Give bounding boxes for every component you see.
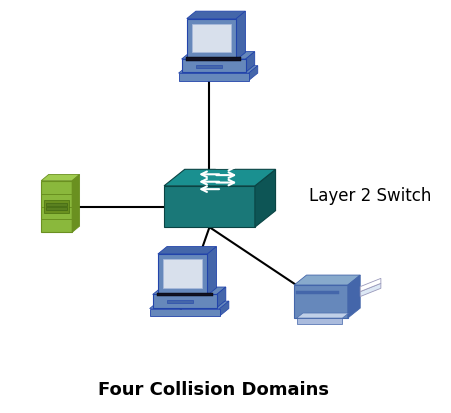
Polygon shape: [359, 278, 380, 292]
Text: Layer 2 Switch: Layer 2 Switch: [308, 187, 430, 205]
Bar: [196, 65, 221, 68]
Bar: [44, 200, 69, 213]
Bar: [186, 19, 236, 60]
Bar: [152, 294, 216, 308]
Bar: [296, 318, 342, 324]
Bar: [46, 207, 67, 209]
Bar: [167, 301, 192, 303]
Polygon shape: [178, 66, 257, 73]
Polygon shape: [181, 52, 254, 59]
Polygon shape: [254, 169, 275, 227]
Bar: [178, 73, 248, 81]
Polygon shape: [157, 247, 216, 254]
Polygon shape: [41, 174, 79, 181]
Polygon shape: [207, 247, 216, 295]
Polygon shape: [72, 174, 79, 232]
Polygon shape: [296, 313, 348, 318]
Bar: [41, 181, 72, 232]
Polygon shape: [216, 287, 226, 308]
Bar: [185, 57, 241, 61]
Polygon shape: [347, 275, 359, 318]
Polygon shape: [219, 301, 228, 316]
Bar: [294, 285, 347, 318]
Polygon shape: [248, 66, 257, 81]
Polygon shape: [236, 11, 245, 60]
Polygon shape: [152, 287, 226, 294]
Bar: [181, 59, 245, 72]
Bar: [156, 293, 212, 296]
Bar: [163, 259, 202, 288]
Bar: [46, 203, 67, 206]
Polygon shape: [164, 169, 275, 186]
Polygon shape: [359, 283, 380, 297]
Polygon shape: [149, 301, 228, 309]
Polygon shape: [186, 11, 245, 19]
Bar: [149, 309, 219, 316]
Polygon shape: [245, 52, 254, 72]
Text: Four Collision Domains: Four Collision Domains: [98, 381, 328, 399]
Bar: [192, 24, 230, 52]
Bar: [295, 291, 338, 294]
Polygon shape: [294, 275, 359, 285]
Polygon shape: [164, 186, 254, 227]
Bar: [157, 254, 207, 295]
